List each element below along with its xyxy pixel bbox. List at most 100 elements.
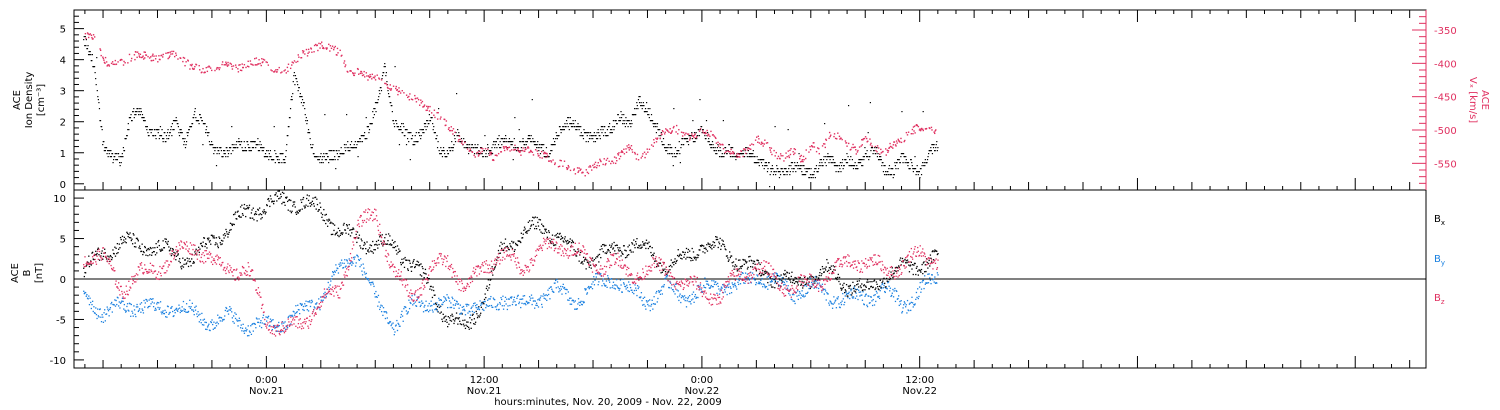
vx-point	[238, 64, 240, 66]
bx-point	[558, 233, 561, 235]
vx-point	[410, 98, 413, 100]
bx-point	[181, 265, 183, 267]
by-point	[104, 320, 106, 322]
density-point	[881, 165, 883, 167]
by-point	[535, 304, 537, 306]
bx-point	[250, 212, 253, 214]
bx-point	[392, 246, 394, 249]
bx-point	[694, 257, 696, 260]
density-point	[815, 165, 818, 167]
density-point	[215, 165, 218, 167]
bx-point	[750, 265, 752, 268]
vx-point	[239, 64, 241, 66]
vx-point	[255, 57, 258, 59]
by-point	[497, 303, 499, 305]
bx-point	[551, 234, 554, 236]
vx-point	[675, 131, 677, 133]
bx-point	[113, 253, 115, 255]
bx-point	[539, 219, 542, 221]
vx-point	[771, 153, 773, 156]
by-point	[643, 296, 646, 298]
density-point	[793, 168, 795, 170]
vx-point	[579, 169, 581, 171]
density-point	[550, 150, 552, 152]
by-point	[420, 300, 423, 302]
bx-point	[505, 246, 507, 248]
vx-point	[295, 61, 297, 63]
density-point	[521, 141, 524, 143]
bx-point	[892, 276, 894, 279]
vx-point	[858, 146, 861, 148]
by-point	[150, 303, 152, 305]
density-point	[178, 135, 181, 137]
density-point	[426, 126, 428, 128]
by-point	[308, 301, 310, 303]
by-point	[758, 281, 760, 283]
by-point	[710, 284, 712, 287]
bx-point	[410, 266, 412, 268]
density-point	[643, 105, 645, 107]
density-point	[744, 156, 746, 158]
bx-point	[673, 261, 676, 263]
by-point	[85, 295, 87, 297]
density-point	[277, 162, 280, 164]
by-point	[141, 308, 143, 310]
vx-point	[84, 32, 87, 35]
bx-point	[157, 241, 159, 243]
vx-point	[672, 127, 675, 129]
vx-point	[139, 56, 141, 58]
density-point	[715, 150, 717, 152]
vx-point	[618, 152, 620, 154]
by-point	[230, 307, 232, 310]
vx-point	[328, 43, 330, 46]
bx-point	[654, 260, 656, 262]
density-point	[116, 159, 119, 161]
bx-point	[145, 249, 148, 252]
bx-point	[380, 243, 383, 245]
by-point	[238, 320, 240, 322]
density-point	[409, 132, 411, 134]
vx-point	[247, 60, 249, 63]
by-point	[685, 306, 688, 308]
bx-point	[171, 253, 173, 255]
density-point	[877, 153, 879, 155]
bx-point	[662, 269, 665, 272]
bx-point	[296, 210, 298, 213]
density-point	[531, 141, 533, 143]
density-point	[787, 171, 789, 173]
by-point	[247, 325, 249, 327]
density-point	[531, 99, 533, 101]
by-point	[713, 283, 716, 286]
by-point	[124, 311, 127, 313]
vx-point	[205, 66, 207, 69]
by-point	[327, 281, 329, 284]
by-point	[258, 318, 260, 320]
density-point	[510, 141, 513, 143]
density-point	[319, 162, 321, 164]
density-point	[170, 129, 172, 131]
by-point	[706, 280, 709, 283]
vx-point	[182, 56, 185, 59]
bx-point	[264, 213, 267, 215]
bx-point	[339, 229, 341, 232]
bx-point	[369, 244, 371, 246]
by-point	[309, 305, 312, 308]
bx-point	[368, 247, 371, 249]
density-point	[101, 126, 103, 128]
bx-point	[463, 325, 465, 327]
by-point	[777, 275, 780, 277]
bx-point	[401, 258, 403, 260]
density-point	[326, 153, 328, 155]
bx-point	[753, 260, 756, 263]
by-point	[217, 314, 219, 316]
bx-point	[596, 256, 599, 258]
density-point	[497, 144, 500, 146]
bx-point	[551, 238, 553, 241]
by-point	[608, 281, 611, 283]
by-point	[205, 321, 207, 324]
density-point	[444, 153, 446, 155]
bx-point	[362, 247, 364, 250]
bx-point	[729, 256, 731, 259]
bx-point	[111, 258, 113, 261]
density-point	[235, 144, 237, 146]
